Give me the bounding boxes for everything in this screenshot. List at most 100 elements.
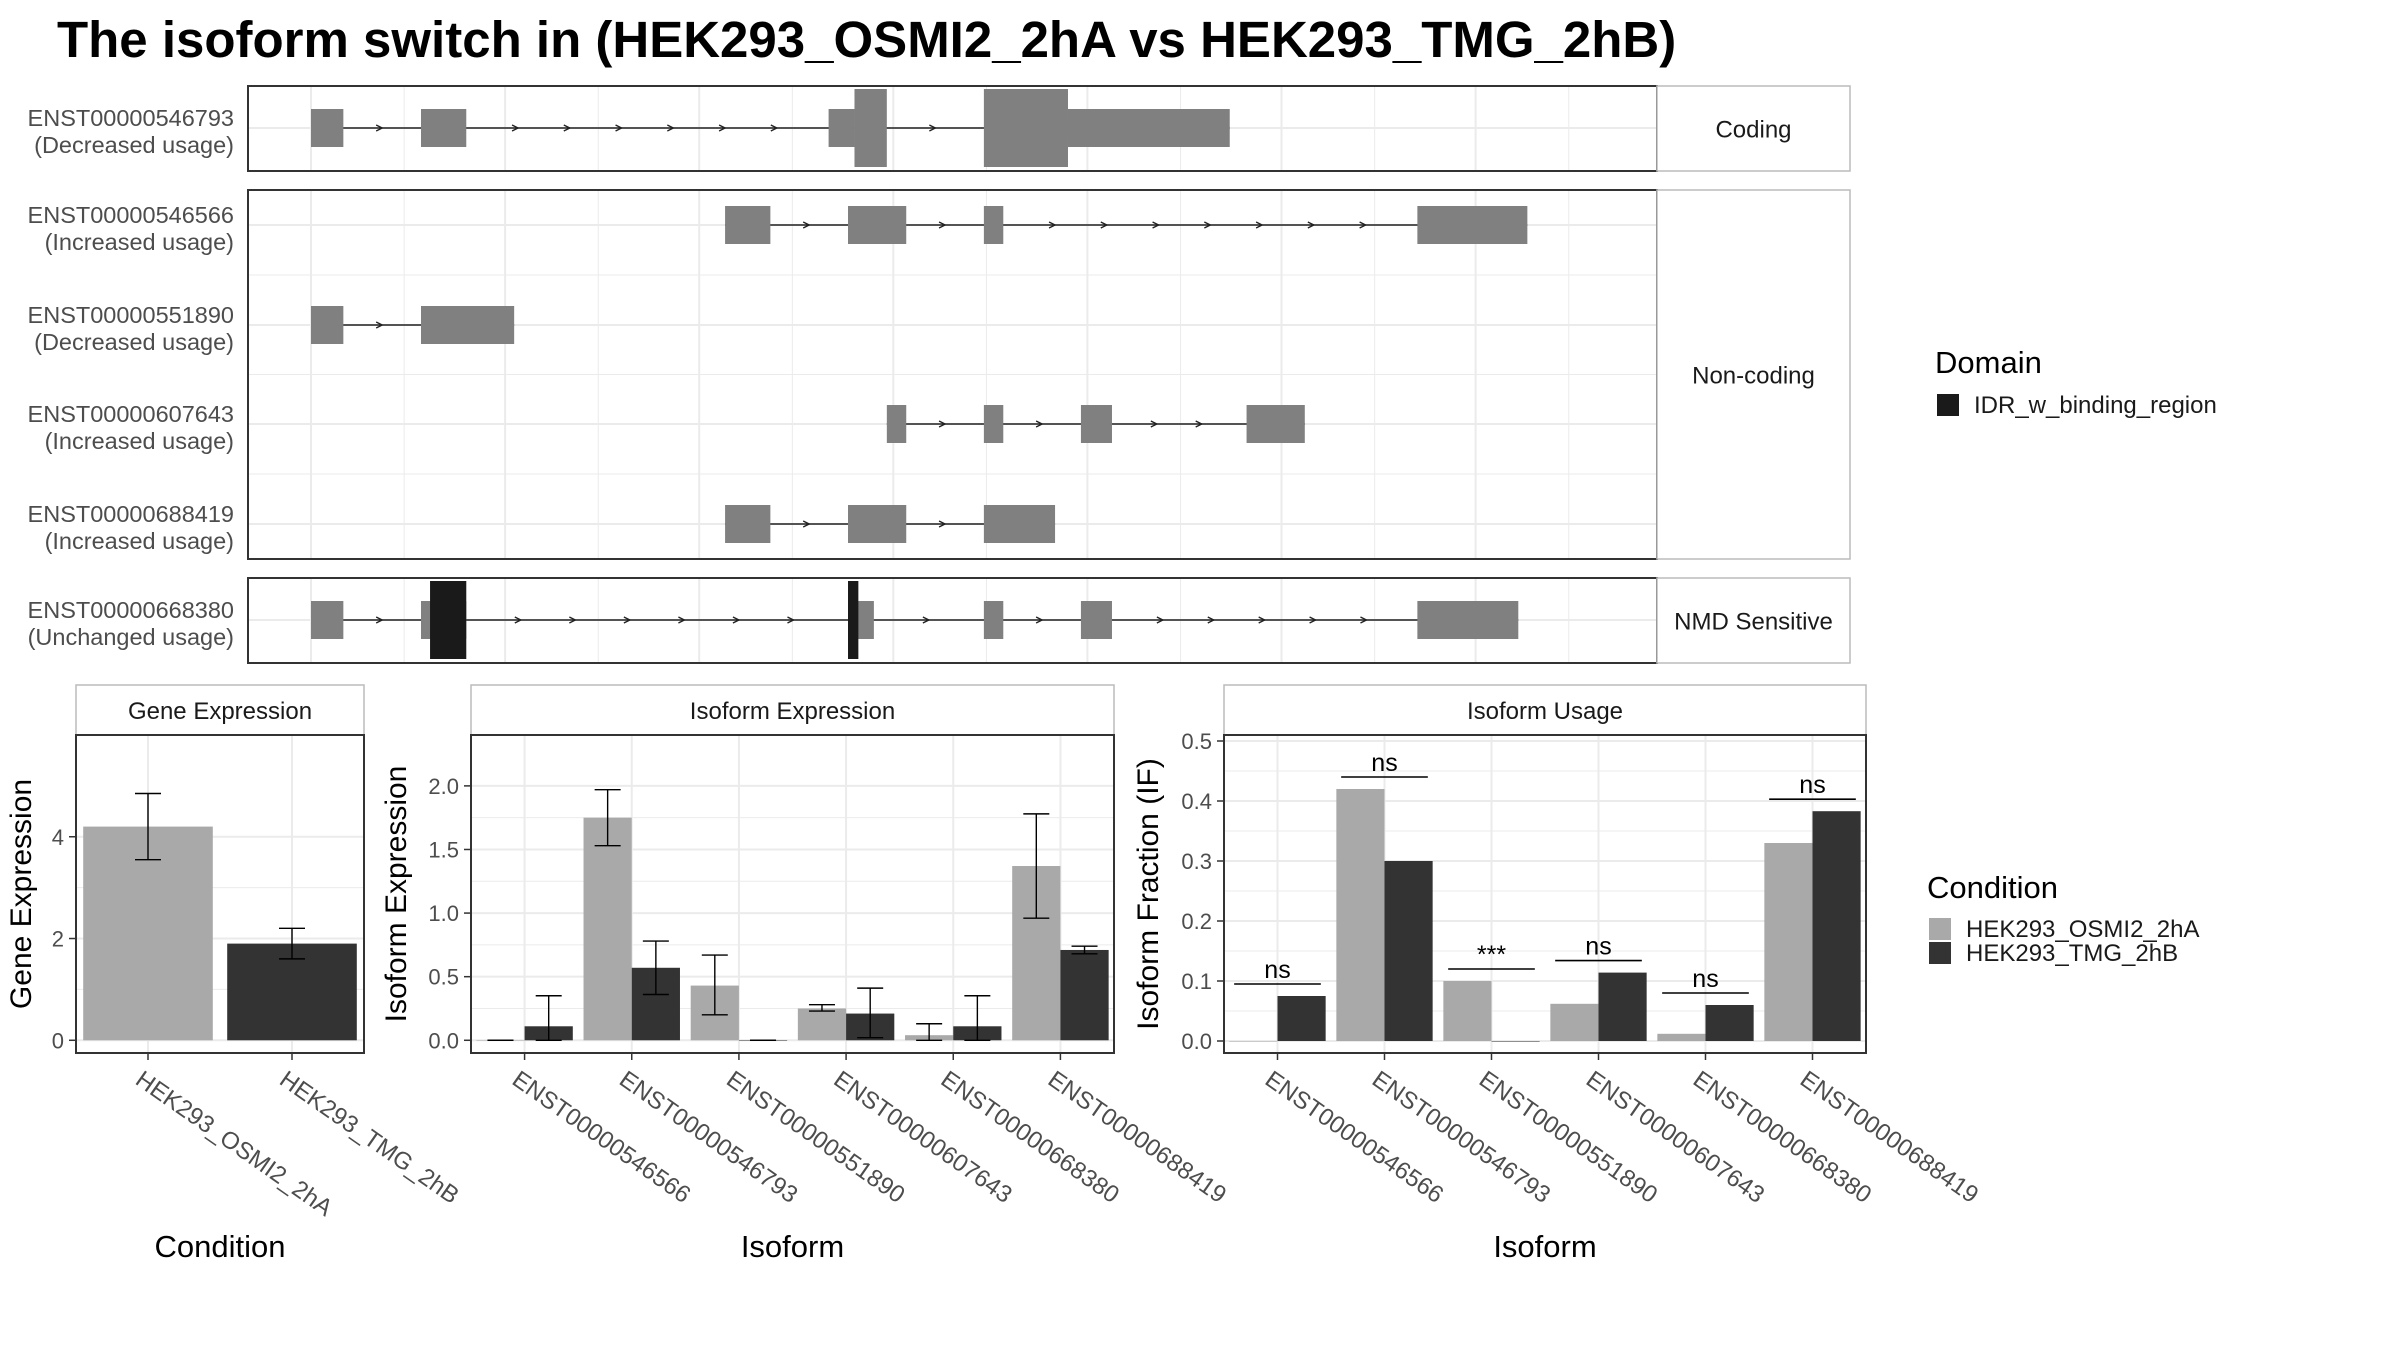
y-tick-label: 1.0 bbox=[428, 901, 459, 926]
panel-strip bbox=[470, 684, 1115, 736]
significance-label: ns bbox=[1585, 933, 1611, 961]
intron-arrow bbox=[375, 124, 384, 132]
domain-legend-title: Domain bbox=[1935, 345, 2042, 380]
intron-arrow bbox=[1309, 616, 1318, 624]
exon-block bbox=[854, 89, 887, 167]
intron-arrow bbox=[667, 124, 675, 132]
structure-strip-label: Non-coding bbox=[1692, 363, 1815, 390]
x-tick-label: ENST00000551890 bbox=[721, 1066, 909, 1209]
bar bbox=[1705, 1005, 1754, 1041]
intron-arrow bbox=[938, 520, 947, 528]
gene-expression-panel: Gene Expression024HEK293_OSMI2_2hAHEK293… bbox=[5, 684, 464, 1264]
intron-arrow bbox=[1258, 616, 1267, 624]
panel-border bbox=[1223, 734, 1867, 1054]
domain-block bbox=[848, 581, 859, 659]
intron-arrow bbox=[929, 124, 937, 132]
intron-arrow bbox=[1048, 221, 1057, 229]
exon-block bbox=[1067, 109, 1230, 147]
exon-block bbox=[983, 601, 1004, 639]
isoform-usage-panel: Isoform Usage 0.0 0.1 0.2 0.3 0.4 0.5 ns ns *** ns… bbox=[1132, 684, 1983, 1264]
bar bbox=[1060, 949, 1109, 1041]
exon-block bbox=[983, 505, 1056, 543]
significance-label: ns bbox=[1371, 749, 1397, 777]
x-tick-label: ENST00000607643 bbox=[829, 1066, 1017, 1209]
transcript-usage-label: (Decreased usage) bbox=[34, 132, 234, 158]
intron-arrow bbox=[615, 124, 624, 132]
structure-strip bbox=[1656, 85, 1851, 172]
x-tick-label: ENST00000546793 bbox=[614, 1066, 802, 1209]
exon-block bbox=[983, 405, 1004, 443]
exon-block bbox=[1417, 206, 1528, 244]
bar bbox=[583, 817, 632, 1041]
intron-arrow bbox=[1100, 221, 1109, 229]
intron-arrow bbox=[1035, 616, 1044, 624]
bar bbox=[1598, 972, 1647, 1041]
x-axis-title: Isoform bbox=[1493, 1229, 1596, 1264]
bar bbox=[1764, 843, 1813, 1041]
bar bbox=[1443, 981, 1492, 1041]
intron-arrow bbox=[1195, 420, 1204, 428]
x-tick-label: ENST00000688419 bbox=[1795, 1066, 1983, 1209]
significance-label: *** bbox=[1477, 941, 1506, 969]
condition-legend: Condition HEK293_OSMI2_2hA HEK293_TMG_2h… bbox=[1927, 870, 2199, 967]
bar bbox=[1491, 1041, 1540, 1042]
y-tick-label: 0.1 bbox=[1181, 969, 1212, 994]
bar bbox=[1550, 1003, 1599, 1041]
intron-arrow bbox=[1035, 420, 1044, 428]
panel-strip-label: Isoform Expression bbox=[690, 698, 895, 725]
exon-block bbox=[725, 206, 771, 244]
y-tick-label: 0.4 bbox=[1181, 789, 1212, 814]
exon-block bbox=[420, 109, 467, 147]
significance-label: ns bbox=[1799, 771, 1825, 799]
transcript-id-label: ENST00000546793 bbox=[28, 105, 234, 131]
y-axis-title: Isoform Expression bbox=[380, 766, 413, 1023]
y-tick-label: 0.3 bbox=[1181, 849, 1212, 874]
y-tick-label: 2 bbox=[52, 927, 64, 952]
exon-block bbox=[311, 109, 344, 147]
x-tick-label: ENST00000668380 bbox=[936, 1066, 1124, 1209]
intron-arrow bbox=[787, 616, 796, 624]
intron-arrow bbox=[718, 124, 727, 132]
intron-arrow bbox=[802, 520, 811, 528]
bar bbox=[227, 943, 357, 1041]
intron-arrow bbox=[514, 616, 523, 624]
bar bbox=[1812, 811, 1861, 1041]
x-tick-label: ENST00000668380 bbox=[1688, 1066, 1876, 1209]
intron-arrow bbox=[732, 616, 741, 624]
intron-arrow bbox=[802, 221, 811, 229]
significance-label: ns bbox=[1264, 956, 1290, 984]
condition-legend-label-1: HEK293_OSMI2_2hA bbox=[1966, 916, 2199, 943]
y-axis-title: Isoform Fraction (IF) bbox=[1132, 758, 1165, 1030]
y-tick-label: 0.5 bbox=[1181, 729, 1212, 754]
isoform-expression-panel: Isoform Expression 0.0 0.5 1.0 1.5 2.0 ENST000… bbox=[380, 684, 1231, 1264]
intron-arrow bbox=[922, 616, 931, 624]
x-tick-label: ENST00000546566 bbox=[507, 1066, 695, 1209]
bar bbox=[1277, 996, 1326, 1041]
x-axis-title: Isoform bbox=[741, 1229, 844, 1264]
domain-legend-label: IDR_w_binding_region bbox=[1974, 392, 2217, 419]
panel-background bbox=[471, 735, 1114, 1053]
condition-legend-swatch-2 bbox=[1929, 942, 1951, 964]
y-tick-label: 2.0 bbox=[428, 774, 459, 799]
transcript-id-label: ENST00000668380 bbox=[28, 597, 234, 623]
exon-block bbox=[725, 505, 771, 543]
transcript-id-label: ENST00000688419 bbox=[28, 501, 234, 527]
bar bbox=[1384, 861, 1433, 1041]
domain-legend-swatch bbox=[1937, 394, 1959, 416]
condition-legend-title: Condition bbox=[1927, 870, 2058, 905]
intron-arrow bbox=[1204, 221, 1212, 229]
intron-arrow bbox=[375, 616, 384, 624]
exon-block bbox=[983, 206, 1004, 244]
intron-arrow bbox=[770, 124, 779, 132]
transcript-usage-label: (Increased usage) bbox=[45, 528, 234, 554]
intron-arrow bbox=[938, 221, 947, 229]
condition-legend-label-2: HEK293_TMG_2hB bbox=[1966, 940, 2178, 967]
panel-border bbox=[75, 734, 365, 1054]
intron-arrow bbox=[623, 616, 632, 624]
intron-arrow bbox=[1359, 221, 1368, 229]
intron-arrow bbox=[1307, 221, 1316, 229]
y-axis-title: Gene Expression bbox=[5, 779, 38, 1009]
panel-strip-label: Isoform Usage bbox=[1467, 698, 1623, 725]
significance-label: ns bbox=[1692, 965, 1718, 993]
